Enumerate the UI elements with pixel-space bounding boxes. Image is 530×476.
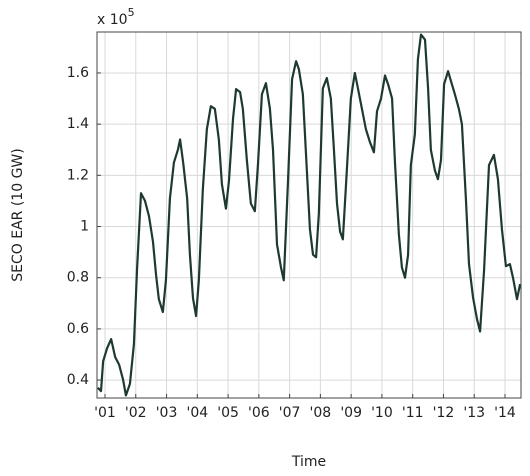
y-tick-label: 0.6 — [67, 321, 89, 337]
x-tick-label: '07 — [279, 405, 301, 421]
data-line — [97, 33, 521, 397]
x-tick-label: '11 — [402, 405, 424, 421]
multiplier-exponent: 5 — [128, 6, 135, 19]
plot-frame — [96, 31, 522, 399]
multiplier: x 105 — [97, 6, 135, 28]
y-tick-label: 1.2 — [67, 167, 89, 183]
grid — [97, 32, 521, 398]
x-tick-label: '04 — [186, 405, 208, 421]
y-tick-label: 1.4 — [67, 116, 89, 132]
y-tick-label: 1 — [80, 219, 89, 235]
y-tick-label: 1.6 — [67, 65, 89, 81]
y-axis-label: SECO EAR (10 GW) — [10, 148, 26, 281]
multiplier-base: x 10 — [97, 12, 128, 28]
x-tick-label: '05 — [217, 405, 239, 421]
x-tick-label: '03 — [156, 405, 178, 421]
x-tick-label: '13 — [463, 405, 485, 421]
x-tick-label: '14 — [494, 405, 516, 421]
x-tick-label: '09 — [340, 405, 362, 421]
x-tick-label: '12 — [433, 405, 455, 421]
plot — [97, 33, 521, 397]
x-tick-label: '08 — [310, 405, 332, 421]
x-tick-label: '01 — [94, 405, 116, 421]
x-tick-label: '10 — [371, 405, 393, 421]
x-tick-label: '06 — [248, 405, 270, 421]
y-tick-label: 0.4 — [67, 372, 89, 388]
x-tick-label: '02 — [125, 405, 147, 421]
x-axis-label: Time — [291, 454, 326, 470]
y-tick-label: 0.8 — [67, 270, 89, 286]
